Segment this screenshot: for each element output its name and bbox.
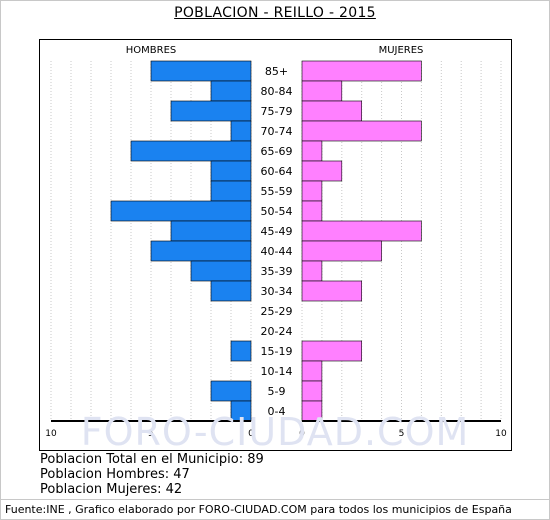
- age-group-label: 10-14: [261, 365, 293, 378]
- female-bar: [301, 280, 363, 302]
- male-bar: [150, 240, 252, 262]
- female-bar: [301, 120, 422, 142]
- male-bar: [230, 340, 252, 362]
- male-bar: [210, 180, 252, 202]
- male-axis-tick: 5: [148, 429, 154, 439]
- female-bar: [301, 340, 363, 362]
- male-bar: [190, 260, 252, 282]
- age-group-label: 45-49: [261, 225, 293, 238]
- female-bar: [301, 100, 363, 122]
- male-axis-tick: 10: [45, 429, 57, 439]
- age-group-label: 50-54: [261, 205, 293, 218]
- male-bar: [210, 380, 252, 402]
- male-bar: [110, 200, 252, 222]
- chart-title: POBLACION - REILLO - 2015: [174, 5, 376, 21]
- age-group-label: 60-64: [261, 165, 293, 178]
- male-bar: [170, 100, 252, 122]
- age-group-label: 35-39: [261, 265, 293, 278]
- age-group-label: 20-24: [261, 325, 293, 338]
- age-group-label: 5-9: [268, 385, 286, 398]
- female-bar: [301, 140, 323, 162]
- female-bar: [301, 360, 323, 382]
- female-population-text: Poblacion Mujeres: 42: [40, 482, 183, 497]
- chart-frame: HOMBRES MUJERES 85+ 80-84 75-79 70-74 65-69 60-…: [39, 39, 512, 451]
- footer-divider: [0, 499, 550, 500]
- age-group-label: 25-29: [261, 305, 293, 318]
- age-group-label: 70-74: [261, 125, 293, 138]
- age-group-label: 85+: [265, 65, 288, 78]
- female-bar: [301, 400, 323, 422]
- female-axis-tick: 10: [495, 429, 507, 439]
- male-bar: [210, 280, 252, 302]
- female-bar: [301, 380, 323, 402]
- total-population-text: Poblacion Total en el Municipio: 89: [40, 452, 264, 467]
- male-series-label: HOMBRES: [126, 45, 177, 56]
- female-series-label: MUJERES: [379, 45, 424, 56]
- male-bar: [210, 160, 252, 182]
- female-bar: [301, 160, 343, 182]
- male-bar: [150, 60, 252, 82]
- male-population-text: Poblacion Hombres: 47: [40, 467, 190, 482]
- female-bar: [301, 60, 422, 82]
- female-bar: [301, 260, 323, 282]
- female-axis-tick: 0: [299, 429, 305, 439]
- age-group-label: 80-84: [261, 85, 293, 98]
- male-bar: [130, 140, 252, 162]
- male-axis-tick: 0: [248, 429, 254, 439]
- age-group-label: 75-79: [261, 105, 293, 118]
- population-pyramid-chart: HOMBRES MUJERES 85+ 80-84 75-79 70-74 65-69 60-…: [45, 45, 507, 439]
- female-axis-tick: 5: [399, 429, 405, 439]
- male-bar: [230, 120, 252, 142]
- male-bar: [170, 220, 252, 242]
- female-bar: [301, 240, 382, 262]
- age-group-label: 15-19: [261, 345, 293, 358]
- source-footer: Fuente:INE , Grafico elaborado por FORO-…: [5, 503, 512, 516]
- age-group-label: 55-59: [261, 185, 293, 198]
- age-group-label: 0-4: [268, 405, 286, 418]
- female-bar: [301, 200, 323, 222]
- female-bar: [301, 220, 422, 242]
- age-group-label: 65-69: [261, 145, 293, 158]
- male-bar: [210, 80, 252, 102]
- age-group-label: 40-44: [261, 245, 293, 258]
- age-group-label: 30-34: [261, 285, 293, 298]
- female-bar: [301, 80, 343, 102]
- female-bar: [301, 180, 323, 202]
- male-bar: [230, 400, 252, 422]
